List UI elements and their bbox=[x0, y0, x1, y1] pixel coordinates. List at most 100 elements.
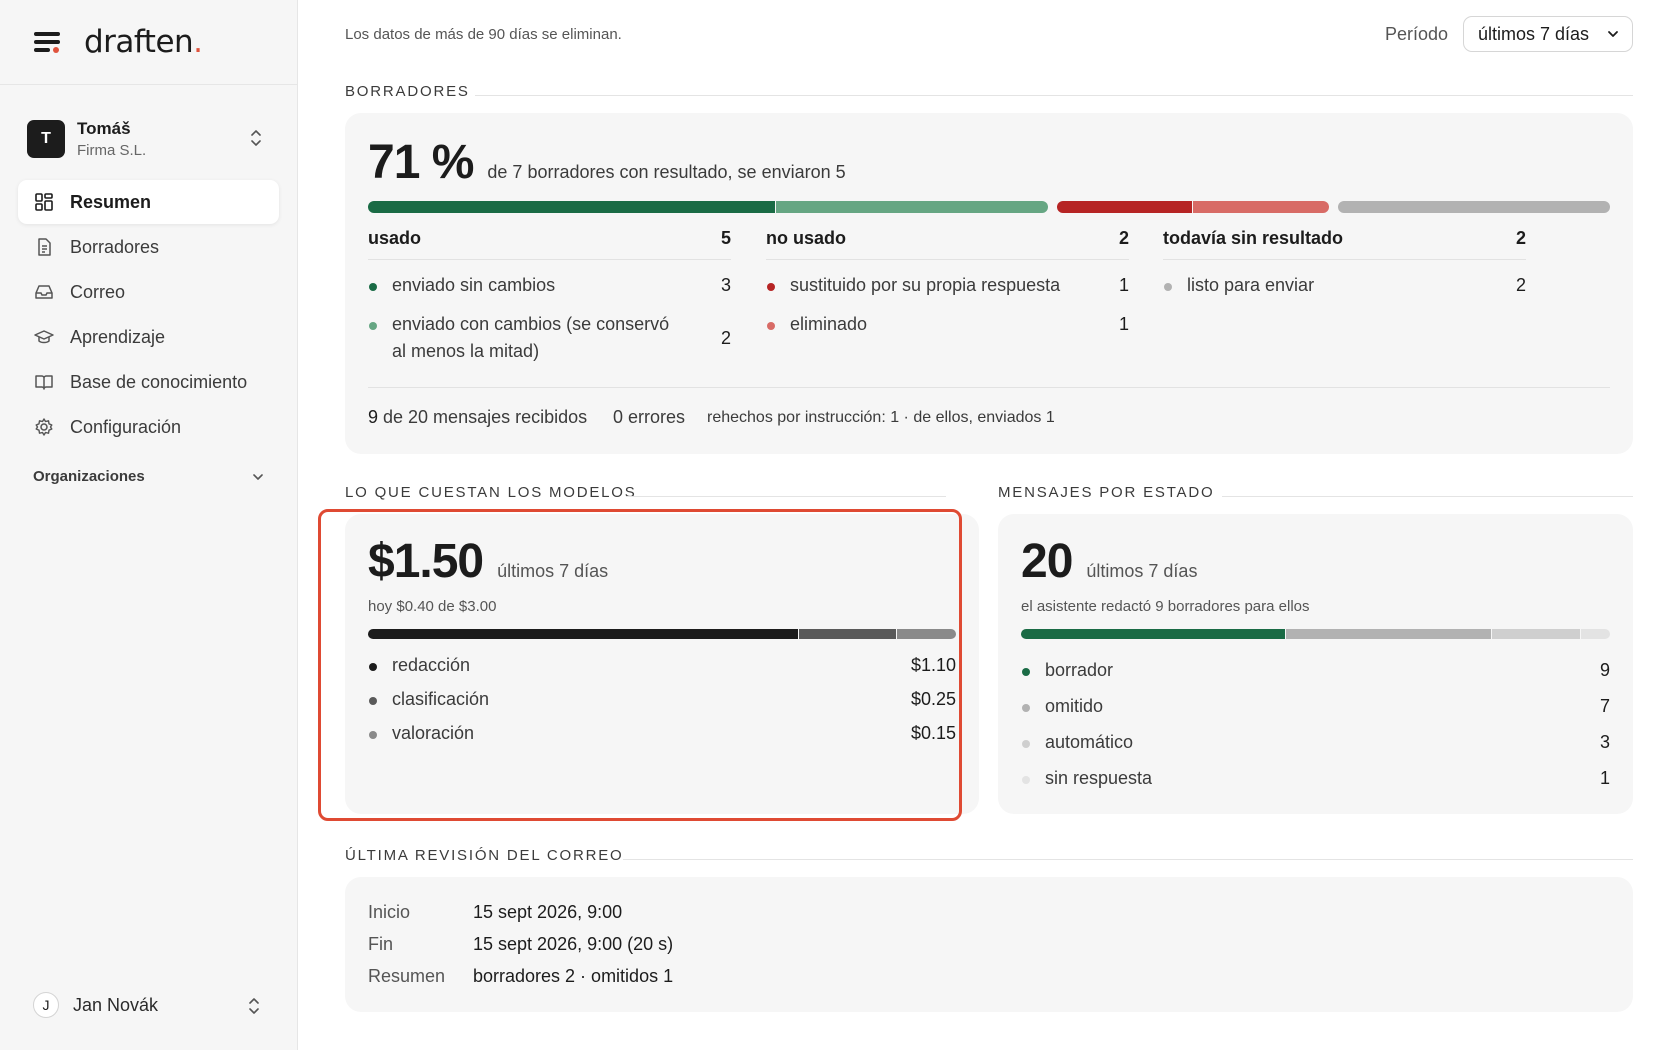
card-divider bbox=[368, 387, 1610, 388]
document-icon bbox=[38, 238, 51, 256]
book-icon bbox=[35, 375, 53, 390]
gear-icon bbox=[35, 418, 53, 436]
drafts-row: sustituido por su propia respuesta 1 bbox=[766, 272, 1129, 299]
review-key: Inicio bbox=[368, 902, 411, 922]
period-label: Período bbox=[1385, 24, 1449, 44]
message-status-item: sin respuesta 1 bbox=[1021, 768, 1610, 789]
user-name: Jan Novák bbox=[73, 994, 159, 1015]
status-dot bbox=[369, 322, 377, 330]
message-status-item: automático 3 bbox=[1021, 732, 1610, 753]
messages-bar-segment bbox=[1492, 629, 1580, 639]
chevron-up-down-icon bbox=[249, 998, 259, 1014]
cost-item: valoración $0.15 bbox=[368, 723, 956, 744]
drafts-bar-segment bbox=[368, 201, 775, 213]
section-divider bbox=[623, 859, 1633, 860]
logo-row: draften. bbox=[0, 0, 297, 85]
messages-bar bbox=[1021, 629, 1610, 639]
review-key: Resumen bbox=[368, 966, 446, 986]
main-content: Los datos de más de 90 días se eliminan.… bbox=[298, 0, 1680, 1050]
cost-bar-segment bbox=[799, 629, 897, 639]
status-dot bbox=[369, 731, 377, 739]
chevron-up-down-icon bbox=[251, 130, 261, 146]
sidebar-item-aprendizaje[interactable]: Aprendizaje bbox=[18, 315, 279, 359]
sidebar-item-borradores[interactable]: Borradores bbox=[18, 225, 279, 269]
drafts-row: listo para enviar 2 bbox=[1163, 272, 1526, 299]
sidebar-nav: Resumen Borradores Correo Aprendizaje Ba… bbox=[18, 180, 279, 450]
cost-item: redacción $1.10 bbox=[368, 655, 956, 676]
redone-info: rehechos por instrucción: 1 · de ellos, … bbox=[707, 409, 1055, 426]
cost-total: $1.50 bbox=[368, 535, 484, 588]
status-dot bbox=[369, 663, 377, 671]
section-divider bbox=[626, 496, 946, 497]
chevron-down-icon bbox=[1608, 31, 1618, 37]
menu-icon[interactable] bbox=[34, 32, 60, 53]
inbox-icon bbox=[35, 285, 53, 299]
messages-note: el asistente redactó 9 borradores para e… bbox=[1021, 598, 1310, 615]
cost-today: hoy $0.40 de $3.00 bbox=[368, 598, 497, 615]
cost-item: clasificación $0.25 bbox=[368, 689, 956, 710]
section-title-mensajes: MENSAJES POR ESTADO bbox=[998, 484, 1215, 501]
section-title-revision: ÚLTIMA REVISIÓN DEL CORREO bbox=[345, 847, 624, 864]
drafts-bar-segment bbox=[1338, 201, 1610, 213]
drafts-bar bbox=[368, 201, 1610, 213]
section-title-borradores: BORRADORES bbox=[345, 83, 470, 100]
messages-bar-segment bbox=[1021, 629, 1286, 639]
sidebar: draften. T Tomáš Firma S.L. Resumen Borr… bbox=[0, 0, 298, 1050]
cost-bar bbox=[368, 629, 956, 639]
status-dot bbox=[1022, 776, 1030, 784]
sidebar-item-configuracion[interactable]: Configuración bbox=[18, 405, 279, 449]
sidebar-item-base-de-conocimiento[interactable]: Base de conocimiento bbox=[18, 360, 279, 404]
review-value: borradores 2 · omitidos 1 bbox=[473, 966, 674, 986]
section-divider bbox=[1222, 496, 1633, 497]
drafts-column: usado 5 enviado sin cambios 3 enviado con ca… bbox=[368, 228, 731, 365]
status-dot bbox=[1022, 704, 1030, 712]
org-user-name: Tomáš bbox=[77, 119, 131, 138]
status-dot bbox=[767, 322, 775, 330]
drafts-row: eliminado 1 bbox=[766, 311, 1129, 338]
drafts-column: todavía sin resultado 2 listo para enviar 2 bbox=[1163, 228, 1526, 299]
section-divider bbox=[475, 95, 1633, 96]
message-status-item: borrador 9 bbox=[1021, 660, 1610, 681]
drafts-column-header: usado 5 bbox=[368, 228, 731, 260]
drafts-bar-group bbox=[1338, 201, 1610, 213]
errors-count: 0 errores bbox=[613, 407, 686, 427]
review-value: 15 sept 2026, 9:00 bbox=[473, 902, 623, 922]
status-dot bbox=[369, 697, 377, 705]
cost-bar-segment bbox=[368, 629, 799, 639]
period-select[interactable]: últimos 7 días bbox=[1463, 16, 1633, 52]
review-key: Fin bbox=[368, 934, 394, 954]
chevron-down-icon bbox=[253, 473, 263, 480]
organization-switcher[interactable]: T Tomáš Firma S.L. bbox=[27, 116, 275, 162]
status-dot bbox=[1022, 668, 1030, 676]
status-dot bbox=[1022, 740, 1030, 748]
organizations-toggle[interactable]: Organizaciones bbox=[33, 468, 265, 485]
messages-bar-segment bbox=[1286, 629, 1492, 639]
cost-bar-segment bbox=[897, 629, 956, 639]
drafts-summary: de 7 borradores con resultado, se enviar… bbox=[487, 162, 846, 182]
organizations-label: Organizaciones bbox=[33, 468, 145, 485]
brand-logo: draften. bbox=[84, 24, 203, 60]
org-avatar: T bbox=[27, 120, 65, 158]
sidebar-item-resumen[interactable]: Resumen bbox=[18, 180, 279, 224]
status-dot bbox=[1164, 283, 1172, 291]
drafts-bar-segment bbox=[1057, 201, 1192, 213]
cost-period: últimos 7 días bbox=[497, 561, 609, 581]
graduation-cap-icon bbox=[34, 330, 54, 344]
org-company-name: Firma S.L. bbox=[77, 142, 147, 159]
highlight-frame bbox=[318, 509, 962, 821]
costs-card: $1.50 últimos 7 días hoy $0.40 de $3.00 … bbox=[345, 514, 979, 814]
messages-total: 20 bbox=[1021, 535, 1073, 588]
drafts-row: enviado sin cambios 3 bbox=[368, 272, 731, 299]
drafts-bar-segment bbox=[776, 201, 1048, 213]
drafts-column: no usado 2 sustituido por su propia respue… bbox=[766, 228, 1129, 338]
messages-period: últimos 7 días bbox=[1086, 561, 1198, 581]
review-card: Inicio 15 sept 2026, 9:00 Fin 15 sept 20… bbox=[345, 877, 1633, 1012]
drafts-row: enviado con cambios (se conservó al meno… bbox=[368, 311, 731, 365]
drafts-card: 71 % de 7 borradores con resultado, se e… bbox=[345, 113, 1633, 454]
sidebar-item-correo[interactable]: Correo bbox=[18, 270, 279, 314]
drafts-column-header: no usado 2 bbox=[766, 228, 1129, 260]
received-messages: 9 de 20 mensajes recibidos bbox=[368, 407, 588, 427]
section-title-costos: LO QUE CUESTAN LOS MODELOS bbox=[345, 484, 637, 501]
drafts-bar-group bbox=[368, 201, 1048, 213]
user-menu[interactable]: J Jan Novák bbox=[33, 992, 265, 1018]
